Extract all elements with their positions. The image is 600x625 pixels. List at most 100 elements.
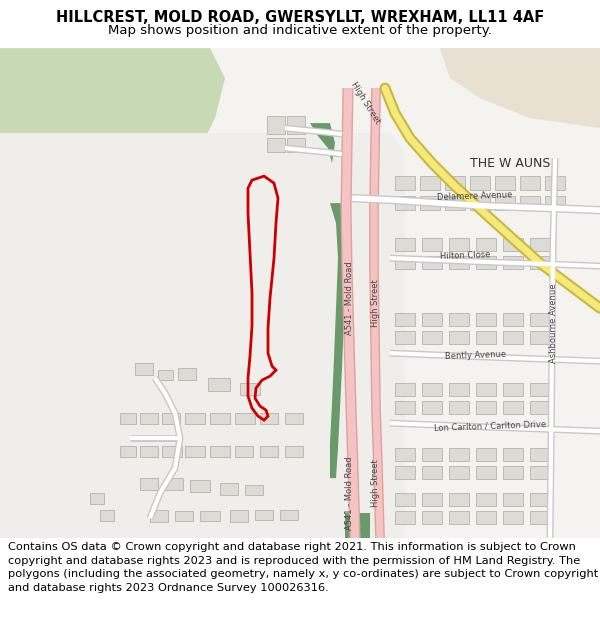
Bar (449, 511, 469, 524)
Bar (422, 383, 442, 396)
Text: Hilton Close: Hilton Close (440, 250, 490, 261)
Bar (287, 138, 305, 152)
Bar (422, 256, 442, 269)
Bar (395, 331, 415, 344)
Bar (449, 256, 469, 269)
Bar (476, 401, 496, 414)
Polygon shape (0, 48, 225, 213)
Bar (240, 383, 260, 395)
Text: High Street: High Street (349, 81, 382, 126)
Text: High Street: High Street (371, 459, 380, 507)
Bar (503, 313, 523, 326)
Bar (260, 413, 278, 424)
Bar (530, 313, 550, 326)
Bar (395, 196, 415, 210)
Bar (520, 196, 540, 210)
Bar (476, 493, 496, 506)
Bar (150, 510, 168, 522)
Bar (140, 413, 158, 424)
Bar (476, 448, 496, 461)
Bar (208, 378, 230, 391)
Bar (422, 466, 442, 479)
Bar (140, 446, 158, 457)
Text: Delamere Avenue: Delamere Avenue (437, 190, 513, 202)
Bar (395, 493, 415, 506)
Bar (422, 313, 442, 326)
Bar (495, 176, 515, 190)
Bar (395, 313, 415, 326)
Bar (395, 383, 415, 396)
Bar (476, 256, 496, 269)
Polygon shape (440, 48, 600, 128)
Text: A541 - Mold Road: A541 - Mold Road (344, 261, 353, 335)
Bar (162, 413, 180, 424)
Bar (476, 383, 496, 396)
Bar (530, 238, 550, 251)
Polygon shape (310, 123, 335, 163)
Bar (470, 196, 490, 210)
Text: THE W AUNS: THE W AUNS (470, 157, 550, 169)
Bar (210, 413, 230, 424)
Bar (210, 446, 230, 457)
Bar (165, 478, 183, 490)
Bar (476, 511, 496, 524)
Bar (470, 176, 490, 190)
Text: HILLCREST, MOLD ROAD, GWERSYLLT, WREXHAM, LL11 4AF: HILLCREST, MOLD ROAD, GWERSYLLT, WREXHAM… (56, 11, 544, 26)
Bar (449, 383, 469, 396)
Bar (530, 493, 550, 506)
Bar (503, 331, 523, 344)
Bar (90, 493, 104, 504)
Bar (422, 448, 442, 461)
Bar (449, 313, 469, 326)
Text: Ashbourne Avenue: Ashbourne Avenue (550, 283, 559, 363)
Bar (235, 413, 255, 424)
Bar (162, 446, 182, 457)
Bar (445, 196, 465, 210)
Text: A541 - Mold Road: A541 - Mold Road (344, 456, 353, 530)
Bar (545, 196, 565, 210)
Bar (395, 448, 415, 461)
Bar (135, 363, 153, 375)
Bar (422, 331, 442, 344)
Bar (267, 138, 285, 152)
Bar (449, 448, 469, 461)
Bar (422, 401, 442, 414)
Bar (395, 511, 415, 524)
Polygon shape (345, 513, 370, 538)
Bar (530, 383, 550, 396)
Bar (503, 401, 523, 414)
Bar (185, 413, 205, 424)
Bar (285, 413, 303, 424)
Bar (503, 493, 523, 506)
Bar (395, 401, 415, 414)
Bar (220, 483, 238, 495)
Bar (178, 368, 196, 380)
Bar (420, 176, 440, 190)
Bar (530, 401, 550, 414)
Polygon shape (0, 133, 405, 538)
Bar (503, 383, 523, 396)
Bar (545, 176, 565, 190)
Bar (200, 511, 220, 521)
Bar (395, 256, 415, 269)
Bar (530, 511, 550, 524)
Bar (395, 466, 415, 479)
Bar (285, 446, 303, 457)
Bar (245, 485, 263, 495)
Bar (175, 511, 193, 521)
Bar (449, 493, 469, 506)
Bar (185, 446, 205, 457)
Text: Contains OS data © Crown copyright and database right 2021. This information is : Contains OS data © Crown copyright and d… (8, 542, 598, 593)
Bar (476, 238, 496, 251)
Bar (520, 176, 540, 190)
Bar (280, 510, 298, 520)
Bar (158, 370, 173, 380)
Bar (530, 256, 550, 269)
Bar (422, 493, 442, 506)
Bar (422, 238, 442, 251)
Bar (120, 413, 136, 424)
Bar (449, 238, 469, 251)
Bar (140, 478, 158, 490)
Bar (476, 313, 496, 326)
Bar (530, 466, 550, 479)
